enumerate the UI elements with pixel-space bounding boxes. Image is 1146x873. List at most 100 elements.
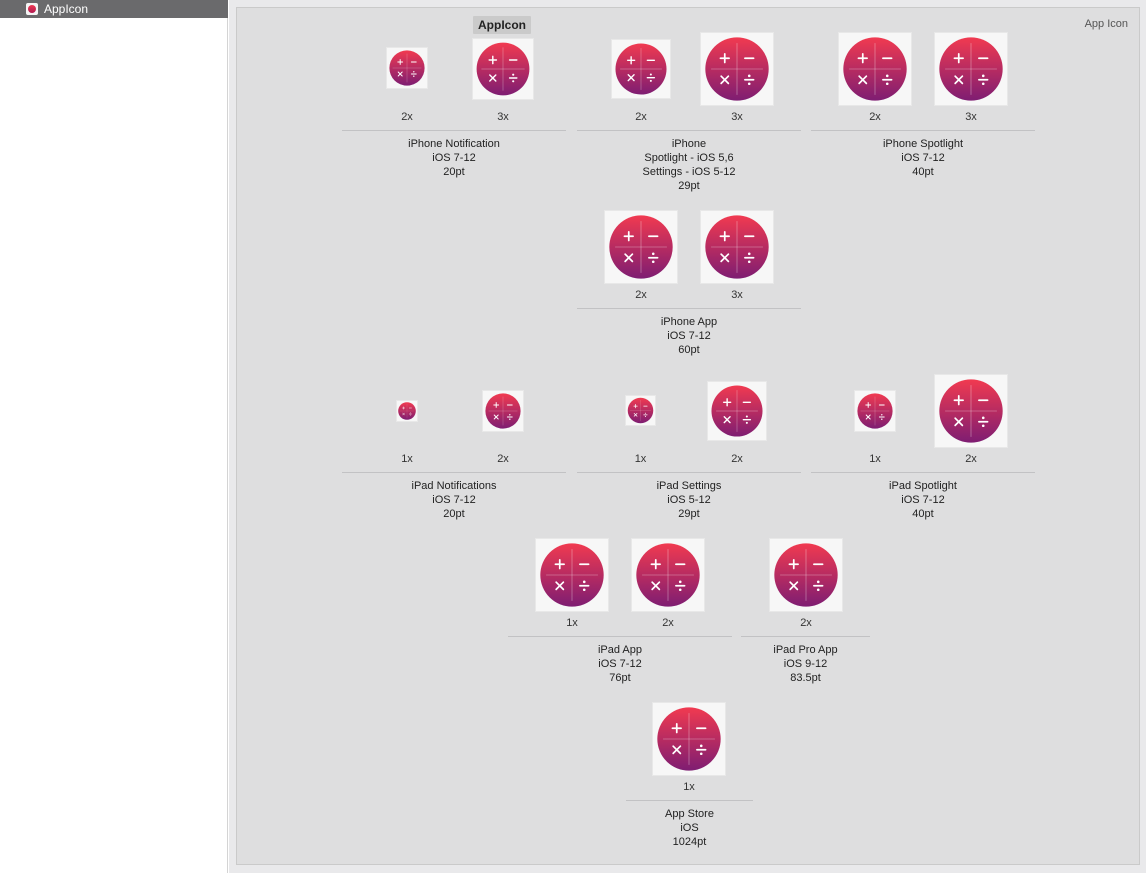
group-description-line: 60pt — [678, 344, 700, 356]
icon-well-ipad-pro-app-2x[interactable] — [770, 539, 842, 611]
icon-well-ipad-spotlight-1x[interactable] — [855, 391, 895, 431]
set-name-label[interactable]: AppIcon — [473, 16, 531, 34]
icon-well-ipad-notifications-1x[interactable] — [397, 401, 417, 421]
group-description-line: iPad Settings — [656, 480, 722, 492]
icon-well-app-store-1x[interactable] — [653, 703, 725, 775]
calculator-app-icon — [939, 379, 1003, 443]
icon-well-iphone-settings-3x[interactable] — [701, 33, 773, 105]
group-description-iphone-notification: iPhone Notification iOS 7-12 20pt — [342, 137, 566, 179]
group-divider — [811, 130, 1035, 131]
icon-well-iphone-spotlight-2x[interactable] — [839, 33, 911, 105]
scale-label: 2x — [965, 453, 977, 465]
calculator-app-icon — [843, 37, 907, 101]
sidebar-item-appicon[interactable]: AppIcon — [0, 0, 228, 18]
scale-label: 2x — [731, 453, 743, 465]
group-divider — [508, 636, 732, 637]
group-description-line: iOS 7-12 — [901, 152, 945, 164]
scale-label: 3x — [731, 289, 743, 301]
scale-label: 2x — [662, 617, 674, 629]
group-description-iphone-settings: iPhone Spotlight - iOS 5,6 Settings - iOS … — [577, 137, 801, 193]
icon-well-ipad-settings-2x[interactable] — [708, 382, 766, 440]
calculator-app-icon — [774, 543, 838, 607]
set-type-label: App Icon — [1084, 18, 1128, 30]
calculator-app-icon — [657, 707, 721, 771]
group-divider — [741, 636, 870, 637]
calculator-app-icon — [627, 397, 654, 424]
calculator-app-icon — [540, 543, 604, 607]
group-divider — [811, 472, 1035, 473]
group-divider — [577, 308, 801, 309]
icon-well-iphone-app-2x[interactable] — [605, 211, 677, 283]
scale-label: 3x — [497, 111, 509, 123]
scale-label: 1x — [401, 453, 413, 465]
group-description-line: Spotlight - iOS 5,6 — [644, 152, 734, 164]
group-description-line: 29pt — [678, 180, 700, 192]
group-divider — [342, 130, 566, 131]
icon-well-ipad-app-1x[interactable] — [536, 539, 608, 611]
group-description-line: 83.5pt — [790, 672, 821, 684]
scale-label: 1x — [634, 453, 647, 465]
group-description-line: iOS 7-12 — [901, 494, 945, 506]
group-description-line: iOS 7-12 — [432, 494, 476, 506]
group-divider — [577, 130, 801, 131]
group-description-line: 20pt — [443, 508, 465, 520]
group-description-line: 1024pt — [672, 836, 707, 848]
scale-label: 2x — [635, 289, 647, 301]
group-description-line: iOS 7-12 — [432, 152, 476, 164]
icon-well-iphone-notification-2x[interactable] — [387, 48, 427, 88]
scale-label: 3x — [731, 111, 743, 123]
group-description-line: iPhone — [671, 138, 707, 150]
group-description-line: 40pt — [912, 166, 934, 178]
sidebar: AppIcon — [0, 0, 228, 873]
icon-well-ipad-settings-1x[interactable] — [626, 396, 655, 425]
scale-label: 2x — [401, 111, 413, 123]
group-description-line: 76pt — [609, 672, 631, 684]
scale-label: 1x — [869, 453, 881, 465]
group-description-line: 20pt — [443, 166, 465, 178]
scale-label: 2x — [869, 111, 881, 123]
group-description-ipad-settings: iPad Settings iOS 5-12 29pt — [577, 479, 801, 521]
calculator-app-icon — [615, 43, 667, 95]
group-divider — [577, 472, 801, 473]
group-description-ipad-app: iPad App iOS 7-12 76pt — [508, 643, 732, 685]
scale-label: 2x — [800, 617, 812, 629]
calculator-app-icon — [711, 385, 763, 437]
scale-label: 2x — [635, 111, 647, 123]
icon-well-iphone-spotlight-3x[interactable] — [935, 33, 1007, 105]
asset-editor: AppIcon App Icon 2x 3x iPhone Notificatio… — [229, 0, 1146, 873]
group-description-line: App Store — [665, 808, 714, 820]
scale-label: 1x — [683, 781, 695, 793]
calculator-app-icon — [705, 37, 769, 101]
group-description-ipad-spotlight: iPad Spotlight iOS 7-12 40pt — [811, 479, 1035, 521]
group-description-line: iPad Spotlight — [889, 480, 957, 492]
icon-well-ipad-notifications-2x[interactable] — [483, 391, 523, 431]
calculator-app-icon — [939, 37, 1003, 101]
app-icon-set-panel: AppIcon App Icon 2x 3x iPhone Notificatio… — [236, 7, 1140, 865]
group-description-ipad-pro-app: iPad Pro App iOS 9-12 83.5pt — [741, 643, 870, 685]
app-icon-thumbnail-icon — [26, 3, 38, 15]
group-description-ipad-notifications: iPad Notifications iOS 7-12 20pt — [342, 479, 566, 521]
group-description-line: iOS 5-12 — [667, 494, 711, 506]
group-description-line: 40pt — [912, 508, 934, 520]
icon-well-ipad-spotlight-2x[interactable] — [935, 375, 1007, 447]
group-description-line: iPhone Notification — [408, 138, 500, 150]
sidebar-item-label: AppIcon — [44, 2, 89, 16]
calculator-app-icon — [389, 50, 425, 86]
group-description-iphone-spotlight: iPhone Spotlight iOS 7-12 40pt — [811, 137, 1035, 179]
scale-label: 3x — [965, 111, 977, 123]
group-description-line: iPad Notifications — [411, 480, 497, 492]
icon-well-iphone-app-3x[interactable] — [701, 211, 773, 283]
group-divider — [342, 472, 566, 473]
group-description-line: Settings - iOS 5-12 — [642, 166, 736, 178]
calculator-app-icon — [609, 215, 673, 279]
group-description-line: iOS — [680, 822, 699, 834]
group-description-line: 29pt — [678, 508, 700, 520]
icon-well-iphone-settings-2x[interactable] — [612, 40, 670, 98]
icon-well-ipad-app-2x[interactable] — [632, 539, 704, 611]
icon-well-iphone-notification-3x[interactable] — [473, 39, 533, 99]
group-description-app-store: App Store iOS 1024pt — [626, 807, 753, 849]
group-description-line: iOS 7-12 — [598, 658, 642, 670]
group-description-line: iPhone App — [660, 316, 718, 328]
scale-label: 2x — [497, 453, 509, 465]
calculator-app-icon — [857, 393, 893, 429]
